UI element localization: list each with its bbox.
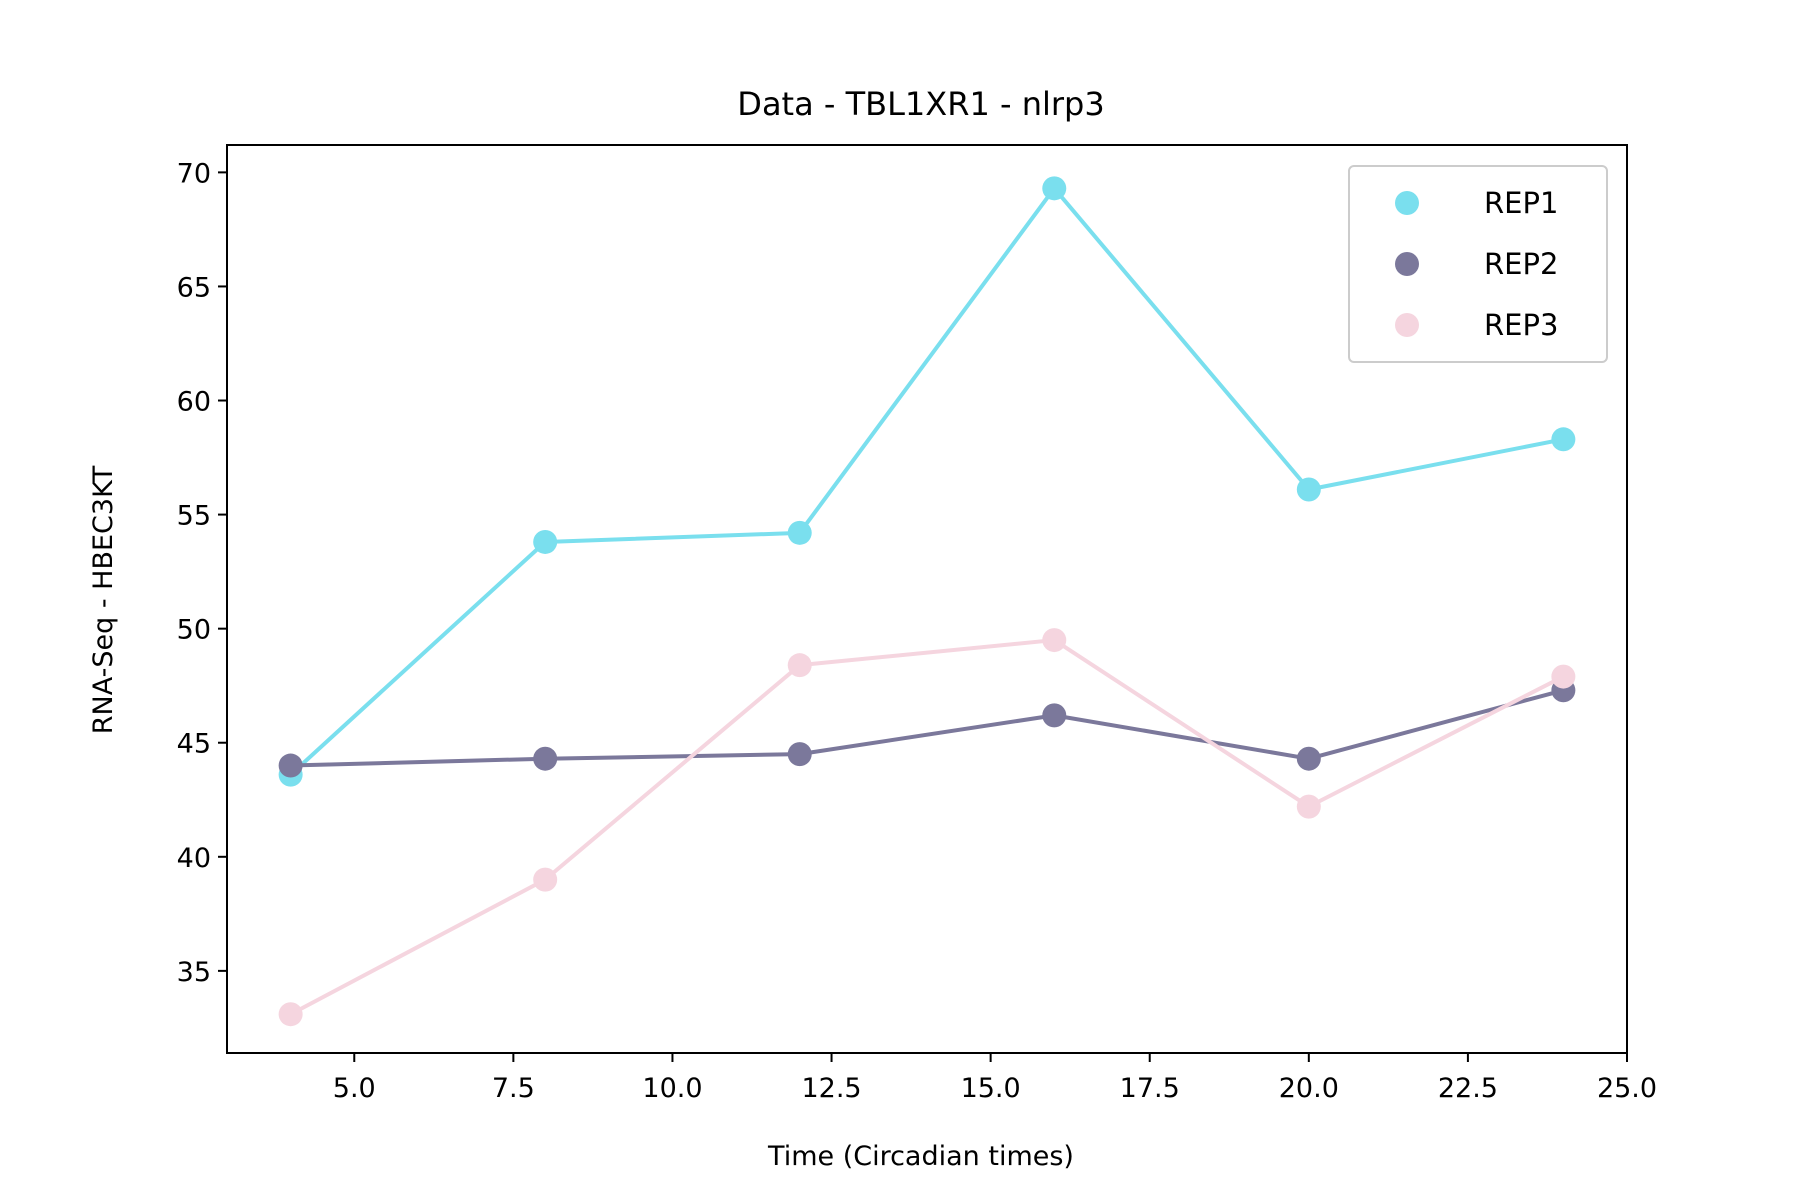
y-tick-label: 65 <box>177 272 211 303</box>
legend-label: REP1 <box>1484 186 1558 220</box>
x-tick-label: 5.0 <box>333 1073 376 1104</box>
data-point-rep1 <box>533 529 558 554</box>
legend-marker-rep2 <box>1395 252 1419 276</box>
series-rep3 <box>278 628 1576 1027</box>
plot-frame <box>226 144 1628 1054</box>
x-tick-label: 22.5 <box>1438 1073 1498 1104</box>
x-tick-label: 10.0 <box>642 1073 702 1104</box>
y-tick-label: 55 <box>177 501 211 532</box>
legend-label: REP3 <box>1484 308 1558 342</box>
plot-series <box>278 176 1576 1027</box>
data-point-rep1 <box>1551 427 1576 452</box>
y-tick-label: 60 <box>177 387 211 418</box>
y-tick-label: 50 <box>177 615 211 646</box>
data-point-rep2 <box>787 742 812 767</box>
x-axis-label: Time (Circadian times) <box>767 1141 1074 1172</box>
x-tick-label: 25.0 <box>1597 1073 1657 1104</box>
series-line-rep2 <box>290 688 1564 768</box>
chart-title: Data - TBL1XR1 - nlrp3 <box>737 85 1104 123</box>
y-axis-ticks: 35 40 45 50 55 60 65 70 <box>177 158 227 988</box>
x-tick-label: 12.5 <box>801 1073 861 1104</box>
data-point-rep3 <box>533 867 558 892</box>
y-tick-label: 40 <box>177 843 211 874</box>
legend-box <box>1348 165 1608 363</box>
data-point-rep3 <box>1042 628 1067 653</box>
data-point-rep1 <box>787 520 812 545</box>
data-point-rep3 <box>1296 794 1321 819</box>
series-line-rep3 <box>289 638 1565 1016</box>
data-point-rep2 <box>278 753 303 778</box>
x-tick-label: 7.5 <box>492 1073 535 1104</box>
x-axis-ticks: 5.0 7.5 10.0 12.5 15.0 17.5 20.0 22.5 25.0 <box>333 1053 1657 1104</box>
x-tick-label: 17.5 <box>1120 1073 1180 1104</box>
x-tick-label: 15.0 <box>961 1073 1021 1104</box>
x-tick-label: 20.0 <box>1279 1073 1339 1104</box>
data-point-rep2 <box>533 746 558 771</box>
legend-marker-rep3 <box>1395 313 1419 337</box>
y-tick-label: 35 <box>177 957 211 988</box>
data-point-rep3 <box>1551 664 1576 689</box>
legend: REP1 REP2 REP3 <box>1348 165 1608 363</box>
y-tick-label: 70 <box>177 158 211 189</box>
y-axis-label: RNA-Seq - HBEC3KT <box>88 465 119 734</box>
legend-marker-rep1 <box>1395 191 1419 215</box>
data-point-rep2 <box>1296 746 1321 771</box>
series-line-rep1 <box>289 186 1564 777</box>
data-point-rep1 <box>1296 477 1321 502</box>
data-point-rep3 <box>787 653 812 678</box>
data-point-rep2 <box>1042 703 1067 728</box>
legend-label: REP2 <box>1484 247 1558 281</box>
data-point-rep1 <box>1042 176 1067 201</box>
data-point-rep3 <box>278 1002 303 1027</box>
y-tick-label: 45 <box>177 729 211 760</box>
